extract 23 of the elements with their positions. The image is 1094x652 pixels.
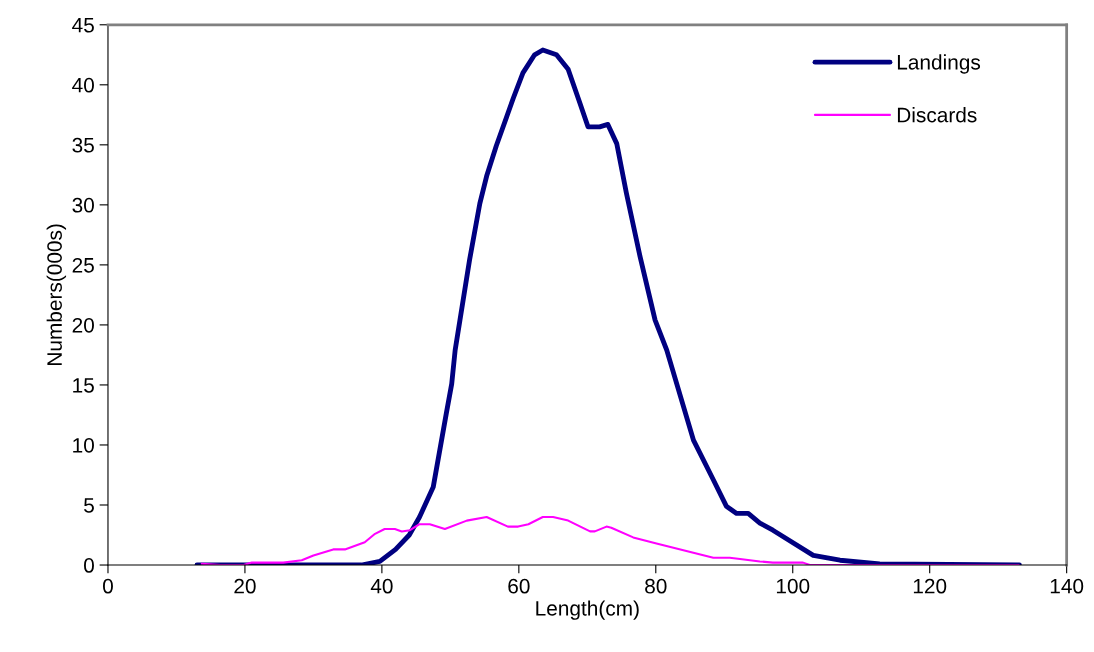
- y-tick-label: 35: [72, 137, 94, 153]
- y-tick-label: 40: [72, 77, 94, 93]
- y-tick-label: 0: [84, 558, 94, 573]
- y-tick-label: 5: [84, 498, 94, 513]
- x-tick-label: 120: [913, 578, 947, 594]
- x-tick-label: 140: [1050, 578, 1084, 594]
- x-tick-label: 20: [234, 578, 256, 594]
- y-tick-label: 25: [72, 257, 94, 273]
- x-tick-label: 0: [103, 578, 113, 594]
- y-tick-label: 45: [72, 17, 94, 33]
- x-tick-label: 80: [645, 578, 667, 594]
- y-tick-label: 30: [72, 197, 94, 213]
- x-axis-title: Length(cm): [536, 600, 639, 620]
- x-tick-label: 60: [508, 578, 530, 594]
- legend-label: Landings: [897, 54, 981, 74]
- y-axis-title: Numbers(000s): [46, 224, 67, 365]
- legend-label: Discards: [897, 107, 977, 123]
- y-tick-label: 10: [73, 437, 94, 453]
- y-tick-label: 15: [73, 378, 94, 393]
- x-tick-label: 100: [776, 578, 810, 594]
- y-tick-label: 20: [72, 317, 94, 333]
- x-tick-label: 40: [370, 578, 393, 594]
- line-series: [194, 47, 1022, 566]
